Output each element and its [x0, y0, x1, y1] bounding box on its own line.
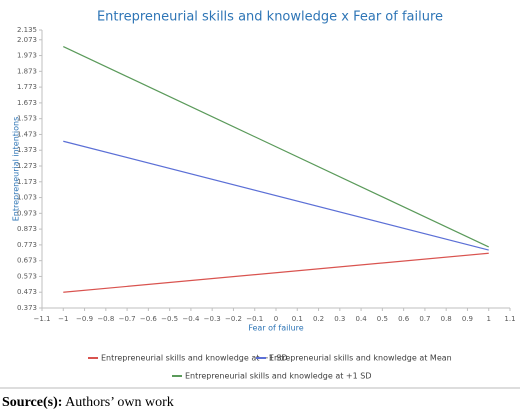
legend-label: Entrepreneurial skills and knowledge at …: [101, 354, 288, 363]
x-tick-label: 0.5: [377, 315, 388, 323]
x-tick-label: −0.6: [140, 315, 158, 323]
series-line: [63, 140, 489, 251]
x-tick-label: −0.3: [204, 315, 221, 323]
y-tick-label: 1.073: [17, 194, 37, 202]
y-tick-label: 0.473: [17, 288, 37, 296]
x-tick-label: −1.1: [34, 315, 51, 323]
y-tick-label: 0.573: [17, 272, 37, 280]
x-tick-label: −0.5: [161, 315, 178, 323]
legend-label: Entrepreneurial skills and knowledge at …: [269, 354, 452, 363]
x-tick-label: −1: [58, 315, 68, 323]
y-tick-label: 2.073: [17, 36, 37, 44]
x-tick-label: 0.9: [462, 315, 473, 323]
y-tick-label: 1.273: [17, 162, 37, 170]
series-line: [63, 46, 489, 248]
x-tick-label: 0.4: [356, 315, 368, 323]
y-axis-title: Entrepreneurial intentions: [12, 117, 21, 222]
x-tick-label: −0.1: [246, 315, 263, 323]
x-tick-label: 1: [486, 315, 490, 323]
y-tick-label: 0.773: [17, 241, 37, 249]
y-tick-label: 1.773: [17, 83, 37, 91]
y-tick-label: 0.873: [17, 225, 37, 233]
y-tick-label: 2.135: [17, 26, 37, 34]
x-tick-label: 0.8: [441, 315, 452, 323]
series-line: [63, 252, 489, 293]
x-tick-label: 0: [274, 315, 278, 323]
x-tick-label: 1.1: [504, 315, 515, 323]
x-tick-label: 0.2: [313, 315, 324, 323]
y-tick-label: 0.973: [17, 209, 37, 217]
y-tick-label: 1.473: [17, 130, 37, 138]
source: Source(s): Authors’ own work: [2, 395, 174, 410]
y-tick-label: 1.173: [17, 178, 37, 186]
x-tick-label: −0.7: [119, 315, 136, 323]
x-tick-label: −0.9: [76, 315, 93, 323]
x-tick-label: 0.3: [334, 315, 345, 323]
y-tick-label: 1.973: [17, 52, 37, 60]
y-tick-label: 0.673: [17, 257, 37, 265]
y-tick-label: 1.573: [17, 115, 37, 123]
y-tick-label: 1.373: [17, 146, 37, 154]
x-tick-label: 0.7: [419, 315, 430, 323]
legend-label: Entrepreneurial skills and knowledge at …: [185, 372, 372, 381]
source-text: Authors’ own work: [65, 395, 174, 410]
chart-title: Entrepreneurial skills and knowledge x F…: [97, 10, 443, 25]
y-tick-label: 0.373: [17, 304, 37, 312]
x-tick-label: −0.2: [225, 315, 242, 323]
source-label: Source(s):: [2, 395, 62, 410]
x-tick-label: −0.4: [182, 315, 200, 323]
y-tick-label: 1.673: [17, 99, 37, 107]
x-axis-title: Fear of failure: [248, 324, 303, 333]
x-tick-label: 0.1: [292, 315, 303, 323]
x-tick-label: −0.8: [97, 315, 114, 323]
y-tick-label: 1.873: [17, 67, 37, 75]
x-tick-label: 0.6: [398, 315, 410, 323]
